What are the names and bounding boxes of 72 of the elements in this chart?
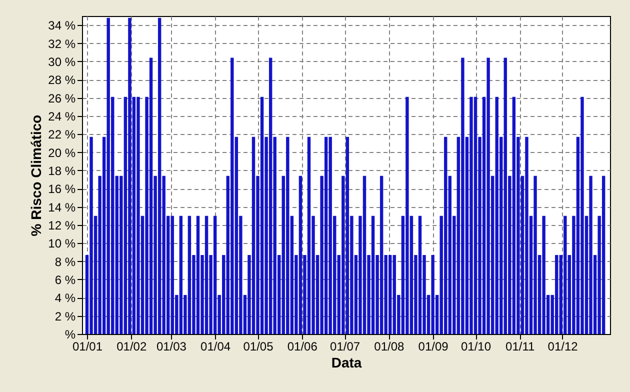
bar <box>188 216 192 334</box>
y-tick-label: 12 % <box>48 218 76 232</box>
x-tick-label: 01/07 <box>330 340 360 354</box>
bar <box>260 96 264 334</box>
bar <box>128 18 132 334</box>
bar <box>474 96 478 334</box>
bar <box>602 176 606 334</box>
y-tick-label: 2 % <box>54 309 76 324</box>
bar <box>346 136 350 334</box>
y-tick-label: % <box>64 328 76 342</box>
y-tick-label: 16 % <box>48 182 76 196</box>
bar <box>230 58 234 334</box>
y-tick-label: 18 % <box>48 164 76 178</box>
bar <box>525 136 528 334</box>
bar <box>580 96 584 334</box>
y-tick-label: 14 % <box>48 200 76 214</box>
bar <box>268 58 272 334</box>
bar <box>362 176 366 334</box>
y-tick-label: 8 % <box>54 254 76 269</box>
x-tick-label: 01/02 <box>116 340 147 354</box>
bar <box>136 96 140 334</box>
bar <box>106 18 110 334</box>
y-axis-title: % Risco Climático <box>28 114 44 236</box>
y-tick-label: 6 % <box>54 272 76 287</box>
x-tick-label: 01/10 <box>460 340 492 354</box>
x-tick-label: 01/11 <box>506 340 536 354</box>
bar <box>564 216 567 334</box>
bar <box>542 216 546 334</box>
y-tick-label: 26 % <box>48 91 76 106</box>
bar <box>307 136 311 334</box>
x-tick-label: 01/08 <box>374 340 405 354</box>
x-tick-label: 01/05 <box>243 340 274 354</box>
y-tick-label: 34 % <box>48 18 76 33</box>
y-tick-label: 28 % <box>48 73 76 88</box>
bar <box>470 96 473 334</box>
y-tick-label: 32 % <box>48 36 76 51</box>
y-tick-label: 22 % <box>48 128 76 142</box>
bar <box>286 136 290 334</box>
bar <box>371 216 375 334</box>
y-tick-label: 24 % <box>48 109 76 124</box>
bar <box>589 176 592 334</box>
bar <box>406 96 409 334</box>
bar <box>512 96 516 334</box>
bar <box>380 176 384 334</box>
y-tick-label: 4 % <box>54 291 76 306</box>
bar <box>431 254 434 334</box>
x-tick-label: 01/12 <box>548 340 578 354</box>
x-tick-label: 01/04 <box>200 340 231 354</box>
bar <box>179 216 183 334</box>
bar <box>158 18 162 334</box>
x-tick-label: 01/09 <box>418 340 449 354</box>
bar <box>495 96 498 334</box>
y-tick-label: 30 % <box>48 54 76 69</box>
y-tick-label: 10 % <box>48 236 76 251</box>
bar <box>298 176 302 334</box>
bar <box>252 136 256 334</box>
x-tick-label: 01/03 <box>156 340 187 354</box>
bar <box>204 216 208 334</box>
bar <box>486 58 490 334</box>
bar <box>213 216 217 334</box>
bar <box>418 216 422 334</box>
bar <box>534 176 537 334</box>
x-axis-title: Data <box>331 354 362 370</box>
y-tick-label: 20 % <box>48 146 76 160</box>
bar <box>149 58 153 334</box>
bar <box>90 136 93 334</box>
bar <box>196 216 200 334</box>
x-tick-label: 01/01 <box>72 340 103 354</box>
bar <box>328 136 332 334</box>
bar <box>324 136 328 334</box>
x-tick-label: 01/06 <box>287 340 318 354</box>
bar <box>461 58 464 334</box>
